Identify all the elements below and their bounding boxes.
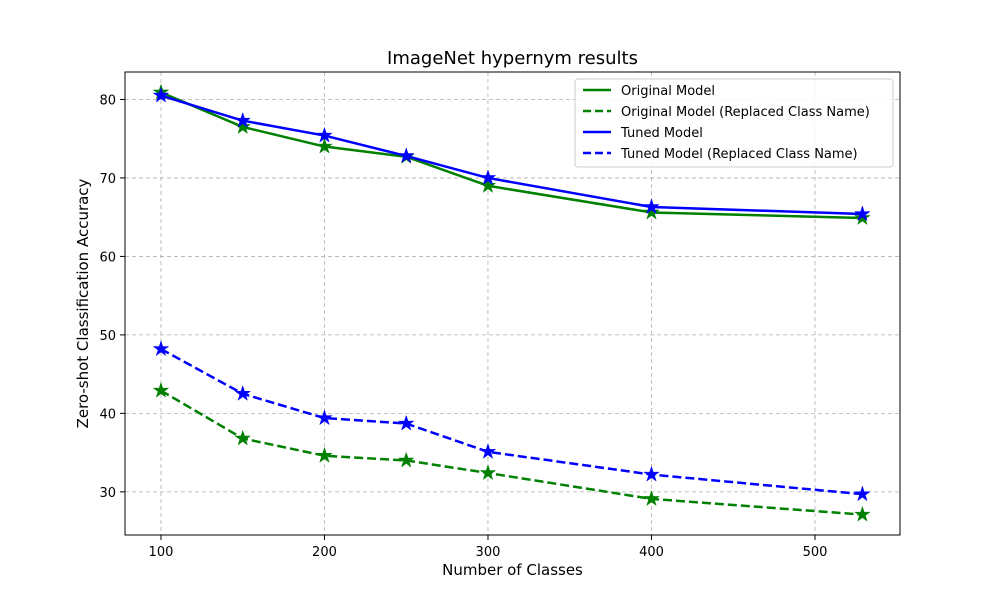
data-point-tuned-model: [234, 111, 252, 128]
data-point-tuned-model-replaced-class-name: [152, 340, 170, 357]
data-point-original-model-replaced-class-name: [152, 381, 170, 398]
data-point-tuned-model-replaced-class-name: [316, 409, 333, 426]
legend-label-tuned-model-replaced: Tuned Model (Replaced Class Name): [620, 147, 858, 162]
chart-title: ImageNet hypernym results: [387, 48, 638, 69]
legend-label-original-model: Original Model: [621, 84, 715, 99]
y-tick-label: 30: [99, 486, 116, 501]
data-point-original-model-replaced-class-name: [316, 446, 333, 463]
data-point-original-model: [316, 137, 333, 154]
axis-ticks: 100 200 300 400 500 30 40 50 60 70 80: [99, 93, 827, 560]
data-point-original-model-replaced-class-name: [397, 451, 415, 468]
data-point-tuned-model: [479, 169, 497, 186]
data-point-original-model-replaced-class-name: [643, 490, 660, 507]
series-tuned-model: [152, 86, 871, 222]
data-point-original-model-replaced-class-name: [854, 505, 871, 522]
data-point-tuned-model: [316, 126, 333, 143]
y-tick-label: 80: [99, 93, 116, 108]
x-tick-label: 500: [803, 545, 828, 560]
y-tick-label: 40: [99, 407, 116, 422]
series-tuned-model-replaced-class-name: [152, 340, 871, 502]
y-tick-label: 50: [99, 329, 116, 344]
data-point-tuned-model-replaced-class-name: [234, 384, 252, 401]
series-original-model-replaced-class-name: [152, 381, 871, 522]
legend-label-tuned-model: Tuned Model: [620, 126, 703, 141]
legend-box: [574, 78, 894, 168]
y-tick-label: 60: [99, 250, 116, 265]
x-axis-label: Number of Classes: [442, 561, 583, 579]
data-point-tuned-model-replaced-class-name: [643, 465, 660, 482]
y-axis-label: Zero-shot Classification Accuracy: [74, 178, 92, 428]
x-tick-label: 300: [476, 545, 501, 560]
data-point-original-model: [479, 176, 497, 193]
data-point-tuned-model-replaced-class-name: [854, 485, 871, 502]
data-point-original-model: [643, 203, 660, 220]
series-group: [152, 83, 871, 522]
x-tick-label: 100: [149, 545, 174, 560]
x-tick-label: 400: [639, 545, 664, 560]
data-point-original-model-replaced-class-name: [234, 429, 252, 446]
data-point-tuned-model: [643, 198, 660, 215]
plot-frame: [124, 71, 901, 536]
data-point-tuned-model: [854, 205, 871, 222]
data-point-original-model: [234, 118, 252, 135]
data-point-tuned-model-replaced-class-name: [397, 414, 415, 431]
data-point-tuned-model: [397, 147, 415, 164]
y-tick-label: 70: [99, 172, 116, 187]
data-point-tuned-model: [152, 86, 170, 103]
legend: Original Model Original Model (Replaced …: [574, 78, 894, 168]
data-point-original-model-replaced-class-name: [479, 464, 497, 481]
data-point-tuned-model-replaced-class-name: [479, 443, 497, 459]
x-tick-label: 200: [312, 545, 337, 560]
legend-label-original-model-replaced: Original Model (Replaced Class Name): [621, 105, 870, 120]
